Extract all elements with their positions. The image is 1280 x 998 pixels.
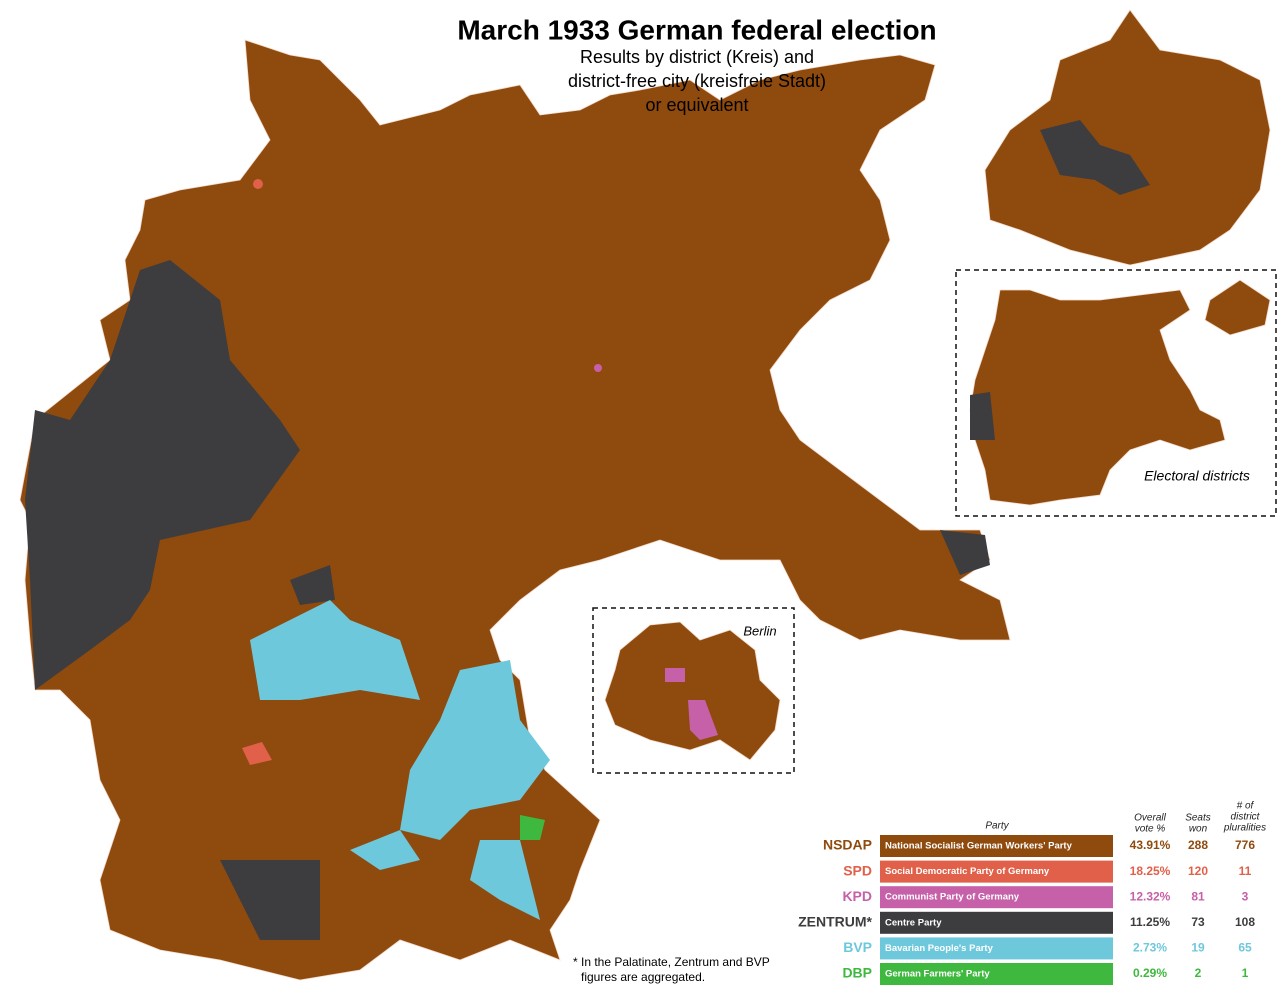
column-header: # of <box>1237 801 1255 812</box>
column-header: Overall <box>1134 813 1166 824</box>
party-swatch <box>880 937 1113 960</box>
party-abbr: KPD <box>842 888 872 904</box>
column-header: Seats <box>1185 813 1211 824</box>
party-abbr: NSDAP <box>823 837 872 853</box>
pluralities: 108 <box>1235 915 1255 929</box>
pluralities: 1 <box>1242 966 1249 980</box>
vote-share: 18.25% <box>1130 864 1171 878</box>
zentrum-area <box>25 260 300 690</box>
pluralities: 11 <box>1239 864 1252 878</box>
vote-share: 12.32% <box>1130 889 1171 903</box>
subtitle: Results by district (Kreis) and district-… <box>568 47 826 115</box>
seats: 19 <box>1191 941 1205 955</box>
subtitle-line: Results by district (Kreis) and <box>580 47 814 67</box>
subtitle-line: district-free city (kreisfreie Stadt) <box>568 71 826 91</box>
berlin-map <box>604 621 781 761</box>
party-name: German Farmers' Party <box>885 969 990 980</box>
zentrum-area <box>1040 120 1150 195</box>
party-name: Communist Party of Germany <box>885 892 1020 903</box>
footnote: * In the Palatinate, Zentrum and BVPfigu… <box>573 955 770 984</box>
zentrum-area <box>290 565 335 605</box>
spd-area <box>253 179 263 189</box>
seats: 120 <box>1188 864 1208 878</box>
party-swatch <box>880 835 1113 857</box>
seats: 288 <box>1188 838 1208 852</box>
bvp-area <box>250 600 420 700</box>
party-swatch <box>880 911 1113 934</box>
seats: 2 <box>1195 966 1202 980</box>
inset-frame <box>955 269 1277 517</box>
column-header: vote % <box>1135 824 1166 835</box>
party-abbr: DBP <box>842 965 872 981</box>
spd-area <box>242 742 272 765</box>
party-abbr: BVP <box>843 939 872 955</box>
party-swatch <box>880 860 1113 883</box>
bvp-area <box>470 840 540 920</box>
column-header: pluralities <box>1223 823 1266 834</box>
vote-share: 0.29% <box>1133 966 1167 980</box>
bvp-area <box>350 830 420 870</box>
footnote-line: figures are aggregated. <box>581 970 705 984</box>
column-header: Party <box>985 821 1009 832</box>
party-swatch <box>880 886 1113 909</box>
inset-frame <box>592 607 795 774</box>
vote-share: 43.91% <box>1130 838 1171 852</box>
zentrum-area <box>220 860 320 940</box>
column-header: district <box>1231 812 1261 823</box>
party-name: Social Democratic Party of Germany <box>885 866 1050 877</box>
kpd-area <box>665 668 685 682</box>
pluralities: 65 <box>1238 941 1252 955</box>
germany-map <box>19 39 1011 981</box>
kpd-area <box>594 364 602 372</box>
party-abbr: SPD <box>843 862 872 878</box>
seats: 81 <box>1191 889 1205 903</box>
bvp-area <box>400 660 550 840</box>
title: March 1933 German federal election <box>457 14 936 45</box>
party-swatch <box>880 963 1113 985</box>
electoral-map <box>1204 279 1271 336</box>
zentrum-area <box>970 392 995 440</box>
vote-share: 2.73% <box>1133 941 1167 955</box>
kpd-area <box>688 700 718 740</box>
party-abbr: ZENTRUM* <box>798 914 872 930</box>
party-name: National Socialist German Workers' Party <box>885 841 1073 852</box>
pluralities: 3 <box>1242 889 1249 903</box>
inset-label: Electoral districts <box>1144 468 1250 484</box>
column-header: won <box>1189 824 1208 835</box>
inset-label: Berlin <box>743 623 776 638</box>
subtitle-line: or equivalent <box>645 95 748 115</box>
party-name: Bavarian People's Party <box>885 943 994 954</box>
party-name: Centre Party <box>885 917 942 928</box>
footnote-line: * In the Palatinate, Zentrum and BVP <box>573 955 770 969</box>
zentrum-area <box>940 530 990 575</box>
east-prussia-inset <box>984 9 1271 266</box>
seats: 73 <box>1191 915 1205 929</box>
dbp-area <box>520 815 545 840</box>
vote-share: 11.25% <box>1130 915 1170 929</box>
pluralities: 776 <box>1235 838 1255 852</box>
